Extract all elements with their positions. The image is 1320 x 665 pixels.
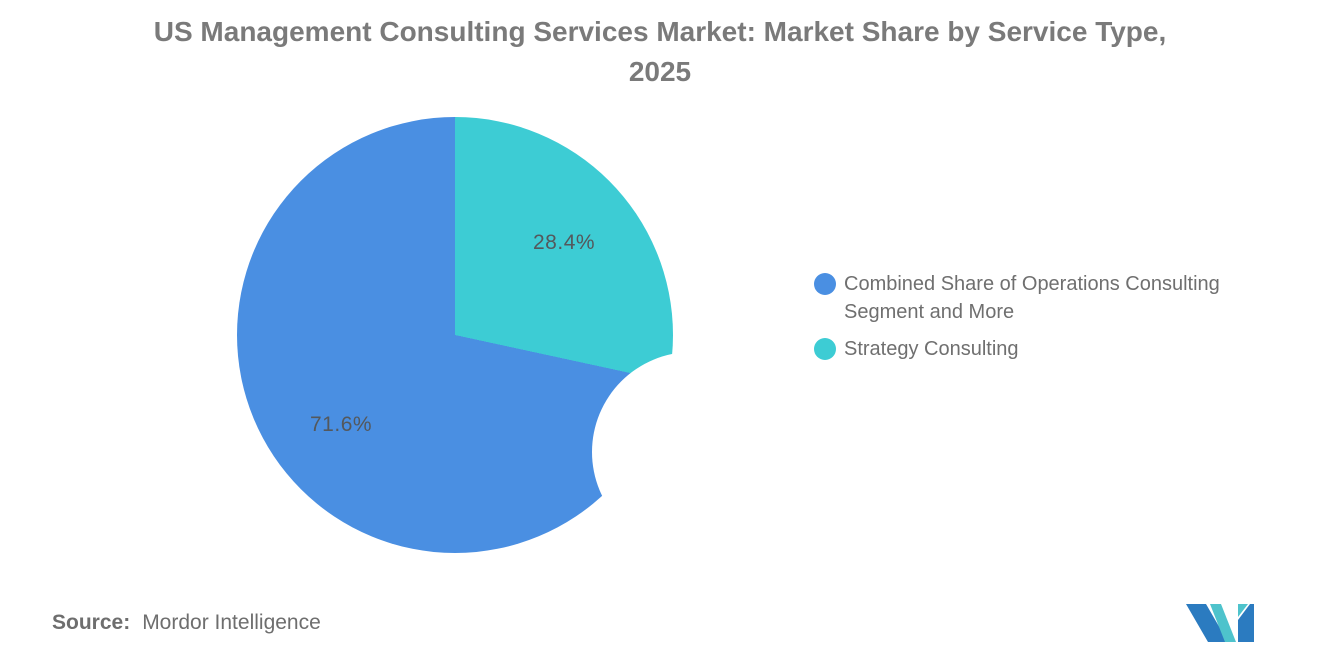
- source-label: Source:: [52, 611, 131, 634]
- source-text: Mordor Intelligence: [142, 611, 321, 634]
- donut-hole: [592, 352, 792, 552]
- legend-item-strategy-consulting: Strategy Consulting: [814, 335, 1284, 363]
- source-attribution: Source: Mordor Intelligence: [52, 611, 321, 635]
- legend-label: Strategy Consulting: [844, 338, 1019, 360]
- legend-marker-teal-circle-icon: [814, 338, 836, 360]
- donut-chart: [237, 117, 792, 553]
- legend-item-combined-operations: Combined Share of Operations Consulting …: [814, 270, 1284, 326]
- mordor-intelligence-logo-icon: [1186, 604, 1254, 642]
- chart-title-line1: US Management Consulting Services Market…: [153, 16, 1167, 47]
- chart-title-line2: 2025: [628, 56, 692, 87]
- slice-label-strategy-consulting: 28.4%: [533, 231, 596, 254]
- chart-legend: Combined Share of Operations Consulting …: [814, 270, 1284, 372]
- chart-title: US Management Consulting Services Market…: [0, 12, 1320, 92]
- legend-label: Combined Share of Operations Consulting …: [844, 273, 1220, 323]
- legend-marker-blue-circle-icon: [814, 273, 836, 295]
- slice-label-combined-operations: 71.6%: [310, 413, 373, 436]
